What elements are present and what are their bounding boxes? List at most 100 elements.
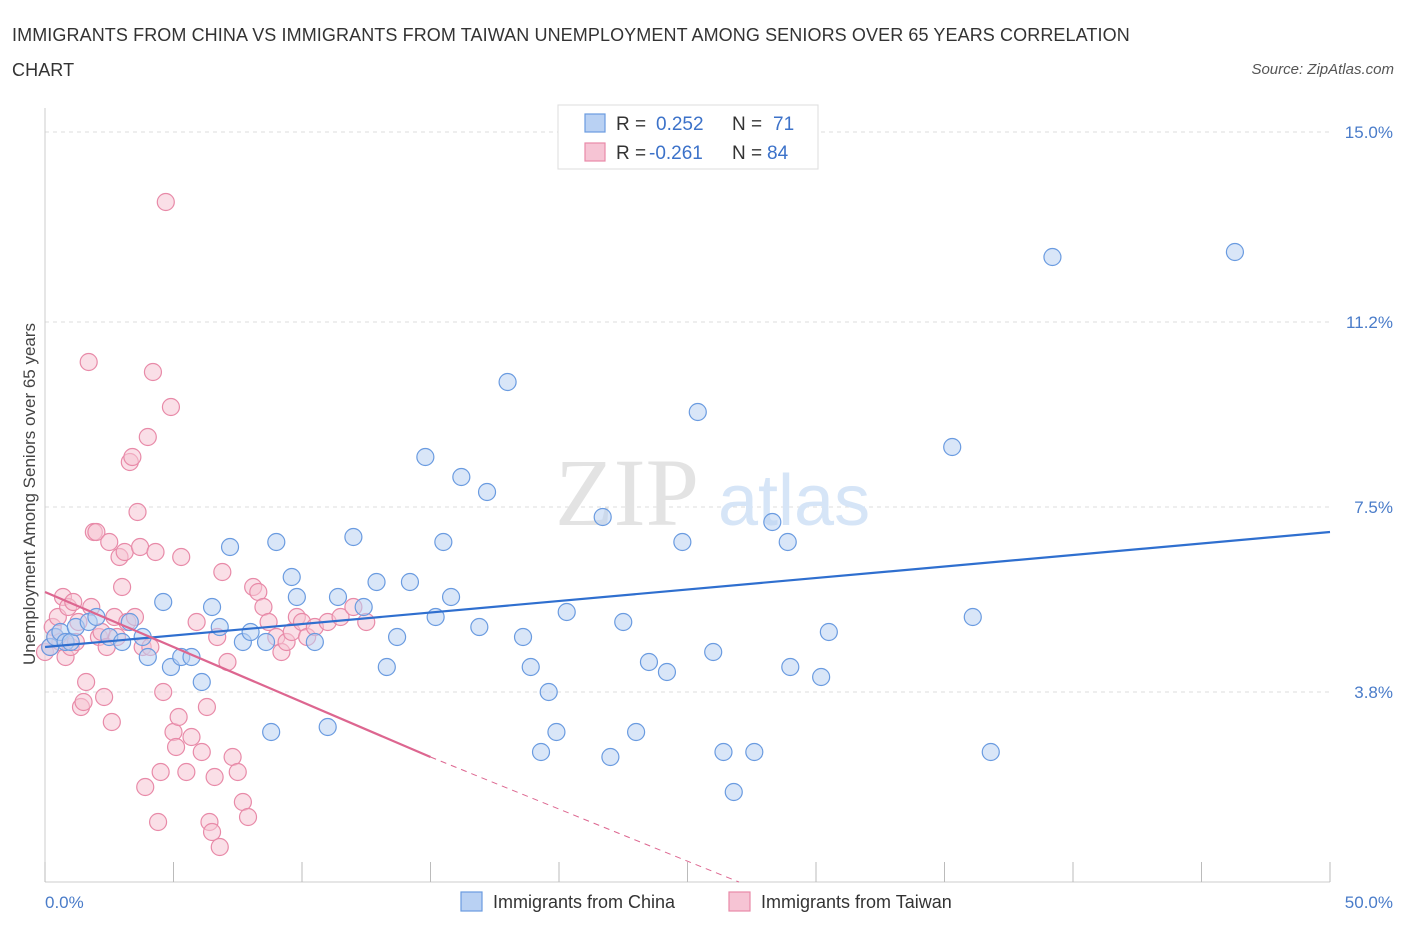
china-point xyxy=(981,742,1000,762)
china-point xyxy=(452,467,471,487)
china-point xyxy=(673,532,692,552)
china-point xyxy=(477,482,497,502)
china-point xyxy=(318,717,337,737)
legend-china-r-value: 0.252 xyxy=(656,114,704,135)
watermark-zip: ZIP xyxy=(555,439,699,546)
taiwan-point xyxy=(87,522,106,542)
taiwan-point xyxy=(128,502,147,522)
taiwan-point xyxy=(115,542,134,562)
china-point xyxy=(282,567,301,587)
china-point xyxy=(498,372,517,392)
taiwan-point xyxy=(74,692,93,712)
china-point xyxy=(344,527,363,547)
taiwan-point xyxy=(130,537,150,557)
taiwan-point xyxy=(77,672,96,692)
legend-swatch-taiwan xyxy=(584,142,606,162)
china-point xyxy=(416,447,435,467)
taiwan-point xyxy=(143,362,163,382)
taiwan-point xyxy=(102,712,121,732)
series-legend-swatch-china xyxy=(460,891,483,912)
series-legend-label-china: Immigrants from China xyxy=(493,892,676,912)
china-point xyxy=(557,602,576,622)
china-point xyxy=(1225,242,1245,262)
china-point xyxy=(367,572,386,592)
x-tick-label-1: 50.0% xyxy=(1345,893,1393,912)
legend-taiwan-n-value: 84 xyxy=(767,143,789,164)
taiwan-point xyxy=(172,547,191,567)
china-point xyxy=(192,672,211,692)
legend-taiwan-r-label: R = xyxy=(616,143,646,164)
china-point xyxy=(262,722,281,742)
taiwan-point xyxy=(197,697,217,717)
taiwan-point xyxy=(210,837,229,857)
china-point xyxy=(614,612,633,632)
china-point xyxy=(626,722,646,742)
y-axis-label: Unemployment Among Seniors over 65 years xyxy=(20,323,39,665)
taiwan-point xyxy=(161,397,181,417)
china-point xyxy=(513,627,533,647)
china-point xyxy=(593,507,612,527)
taiwan-point xyxy=(79,352,98,372)
taiwan-point xyxy=(202,822,222,842)
taiwan-point xyxy=(123,447,142,467)
taiwan-point xyxy=(156,192,175,212)
taiwan-point xyxy=(182,727,201,747)
x-tick-labels: 0.0% 50.0% xyxy=(45,893,1393,912)
taiwan-point xyxy=(177,762,196,782)
china-point xyxy=(639,652,659,672)
china-point xyxy=(714,742,733,762)
series-legend: Immigrants from China Immigrants from Ta… xyxy=(460,891,952,912)
china-point xyxy=(763,512,782,532)
china-point xyxy=(943,437,962,457)
y-tick-label-0: 3.8% xyxy=(1354,683,1393,702)
taiwan-point xyxy=(166,737,186,757)
china-point xyxy=(778,532,797,552)
legend-taiwan-r-value: -0.261 xyxy=(649,143,703,164)
taiwan-point xyxy=(146,542,165,562)
trend-line-taiwan-extension xyxy=(430,756,740,883)
china-point xyxy=(202,597,222,617)
trend-line-china xyxy=(44,530,1331,649)
taiwan-point xyxy=(205,767,224,787)
stats-legend: R = 0.252 N = 71 R = -0.261 N = 84 xyxy=(557,104,819,170)
legend-taiwan-n-label: N = xyxy=(732,143,762,164)
taiwan-point xyxy=(138,427,157,447)
china-point xyxy=(657,662,677,682)
y-tick-label-3: 15.0% xyxy=(1345,123,1393,142)
china-point xyxy=(547,722,566,742)
china-point xyxy=(256,632,276,652)
china-point xyxy=(470,617,489,637)
taiwan-point xyxy=(112,577,132,597)
china-point xyxy=(328,587,348,607)
trend-lines xyxy=(44,530,1331,883)
china-point xyxy=(441,587,461,607)
china-point xyxy=(377,657,396,677)
china-point xyxy=(1043,247,1062,267)
series-taiwan-points xyxy=(35,192,376,857)
y-tick-label-1: 7.5% xyxy=(1354,498,1393,517)
china-point xyxy=(724,782,743,802)
taiwan-point xyxy=(154,682,173,702)
y-tick-labels: 3.8% 7.5% 11.2% 15.0% xyxy=(1345,123,1393,702)
taiwan-point xyxy=(100,532,119,552)
grid-lines xyxy=(45,131,1330,693)
watermark: ZIP atlas xyxy=(555,439,870,546)
series-legend-swatch-taiwan xyxy=(728,891,751,912)
china-point xyxy=(963,607,982,627)
china-point xyxy=(387,627,407,647)
china-point xyxy=(704,642,723,662)
china-point xyxy=(688,402,707,422)
legend-swatch-china xyxy=(584,113,606,133)
legend-china-n-value: 71 xyxy=(773,114,794,135)
china-point xyxy=(521,657,540,677)
source-label: Source: ZipAtlas.com xyxy=(1251,61,1394,78)
china-point xyxy=(287,587,306,607)
trend-line-taiwan xyxy=(44,590,431,759)
china-point xyxy=(601,747,620,767)
chart-title: IMMIGRANTS FROM CHINA VS IMMIGRANTS FROM… xyxy=(12,25,1130,80)
china-point xyxy=(434,532,453,552)
taiwan-point xyxy=(169,707,188,727)
series-legend-label-taiwan: Immigrants from Taiwan xyxy=(761,892,952,912)
taiwan-point xyxy=(151,762,170,782)
